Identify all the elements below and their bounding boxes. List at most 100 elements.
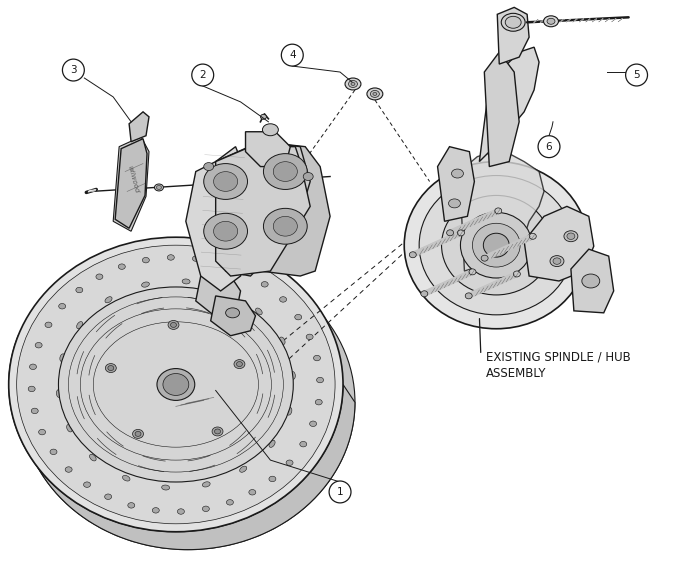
Ellipse shape: [454, 276, 461, 282]
Ellipse shape: [182, 279, 190, 284]
Ellipse shape: [162, 485, 169, 490]
Ellipse shape: [239, 466, 247, 472]
Ellipse shape: [412, 251, 419, 257]
Ellipse shape: [468, 220, 475, 226]
Ellipse shape: [492, 250, 499, 256]
Ellipse shape: [469, 269, 476, 275]
Ellipse shape: [273, 217, 298, 236]
Ellipse shape: [553, 258, 561, 264]
Ellipse shape: [28, 386, 35, 392]
Ellipse shape: [410, 252, 416, 257]
Ellipse shape: [505, 275, 512, 281]
Ellipse shape: [76, 287, 83, 293]
Ellipse shape: [421, 291, 428, 297]
Ellipse shape: [214, 429, 220, 434]
Ellipse shape: [279, 297, 286, 302]
Ellipse shape: [261, 282, 268, 287]
Ellipse shape: [449, 199, 461, 208]
Ellipse shape: [513, 271, 520, 277]
Ellipse shape: [423, 290, 430, 296]
Ellipse shape: [287, 407, 292, 415]
Ellipse shape: [505, 16, 521, 28]
Ellipse shape: [514, 240, 521, 246]
Ellipse shape: [435, 240, 442, 246]
Ellipse shape: [491, 210, 498, 216]
Ellipse shape: [463, 272, 470, 278]
Ellipse shape: [104, 494, 111, 499]
Ellipse shape: [447, 279, 454, 285]
Ellipse shape: [477, 216, 484, 222]
Ellipse shape: [527, 234, 534, 240]
Ellipse shape: [550, 256, 564, 266]
Ellipse shape: [525, 235, 532, 241]
Ellipse shape: [438, 239, 444, 245]
Ellipse shape: [460, 273, 467, 279]
Ellipse shape: [260, 114, 267, 119]
Ellipse shape: [262, 124, 279, 136]
Ellipse shape: [500, 277, 508, 283]
Ellipse shape: [455, 231, 462, 237]
Ellipse shape: [447, 235, 454, 241]
Ellipse shape: [476, 288, 483, 294]
Ellipse shape: [475, 217, 482, 223]
Polygon shape: [211, 296, 256, 335]
Ellipse shape: [458, 230, 465, 236]
Polygon shape: [8, 334, 355, 550]
Ellipse shape: [421, 291, 428, 297]
Ellipse shape: [501, 13, 525, 31]
Ellipse shape: [449, 229, 456, 234]
Ellipse shape: [456, 226, 462, 232]
Ellipse shape: [442, 195, 551, 295]
Ellipse shape: [547, 19, 555, 24]
Ellipse shape: [447, 230, 454, 236]
Ellipse shape: [66, 425, 72, 432]
Ellipse shape: [434, 285, 441, 291]
Ellipse shape: [481, 255, 488, 261]
Ellipse shape: [486, 212, 493, 218]
Ellipse shape: [523, 236, 530, 242]
Ellipse shape: [349, 80, 358, 88]
Ellipse shape: [511, 272, 518, 278]
Ellipse shape: [480, 215, 486, 221]
Circle shape: [329, 481, 351, 503]
Ellipse shape: [451, 233, 458, 239]
Ellipse shape: [543, 16, 559, 27]
Ellipse shape: [108, 366, 114, 370]
Ellipse shape: [489, 282, 496, 288]
Polygon shape: [524, 206, 594, 281]
Ellipse shape: [226, 500, 233, 505]
Ellipse shape: [473, 218, 480, 224]
Ellipse shape: [452, 277, 458, 283]
Ellipse shape: [483, 285, 490, 291]
Ellipse shape: [433, 241, 440, 247]
Text: 1: 1: [337, 487, 344, 497]
Ellipse shape: [256, 308, 262, 315]
Ellipse shape: [564, 231, 578, 242]
Text: wilwood: wilwood: [127, 165, 140, 194]
Ellipse shape: [279, 337, 285, 344]
Ellipse shape: [429, 243, 436, 249]
Ellipse shape: [432, 286, 439, 292]
Ellipse shape: [32, 408, 38, 413]
Ellipse shape: [167, 255, 174, 260]
Ellipse shape: [269, 476, 276, 482]
Ellipse shape: [60, 354, 65, 362]
Polygon shape: [438, 146, 475, 221]
Ellipse shape: [303, 173, 313, 181]
Ellipse shape: [483, 254, 490, 260]
Ellipse shape: [295, 314, 302, 320]
Ellipse shape: [466, 293, 472, 299]
Ellipse shape: [449, 234, 456, 240]
Ellipse shape: [491, 281, 498, 287]
Ellipse shape: [468, 292, 475, 298]
Ellipse shape: [513, 271, 520, 277]
Ellipse shape: [444, 236, 452, 242]
Ellipse shape: [519, 238, 525, 244]
Ellipse shape: [425, 245, 432, 251]
Ellipse shape: [498, 247, 505, 253]
Ellipse shape: [132, 429, 144, 438]
Ellipse shape: [474, 289, 481, 295]
Ellipse shape: [45, 322, 52, 328]
Ellipse shape: [460, 224, 467, 230]
Ellipse shape: [512, 241, 519, 247]
